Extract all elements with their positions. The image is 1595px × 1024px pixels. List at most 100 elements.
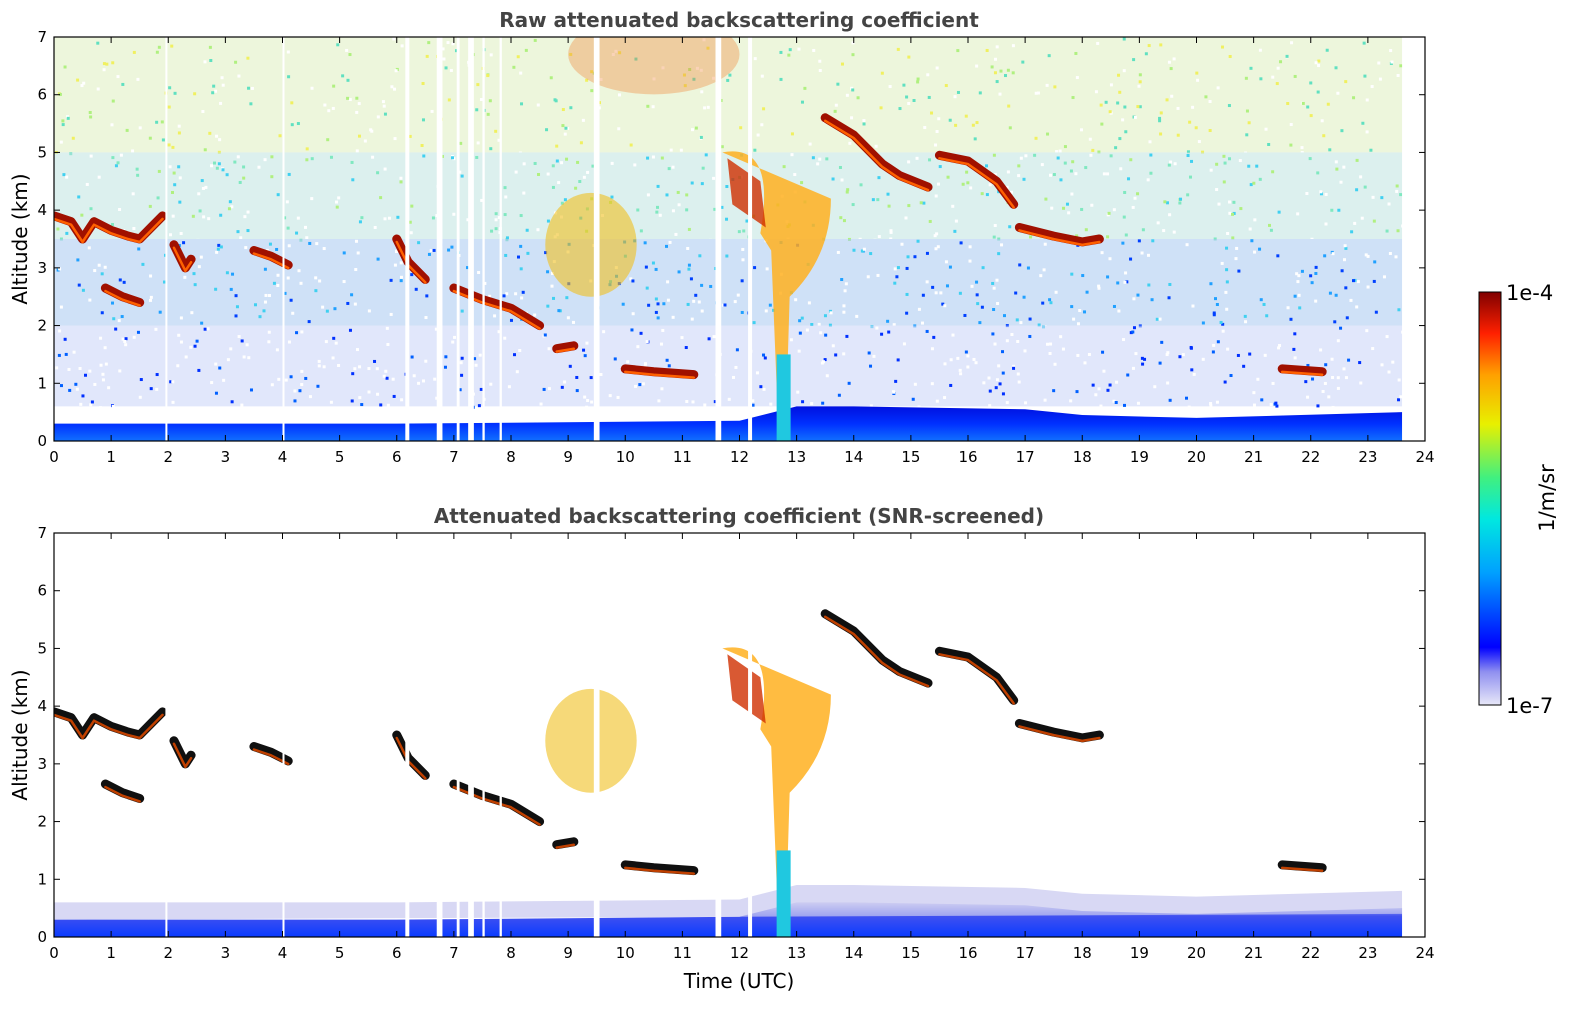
noise-speck [515,370,519,374]
missing-data-gap [482,533,485,937]
noise-speck [549,76,553,80]
noise-speck [1075,76,1079,80]
noise-speck [948,118,952,122]
noise-speck [741,247,745,251]
noise-speck [217,162,221,166]
noise-speck [1072,317,1076,321]
y-tick-label: 5 [37,639,47,657]
noise-speck [1347,358,1351,362]
noise-speck [317,359,321,363]
noise-speck [546,304,550,308]
noise-speck [394,250,398,254]
noise-speck [1156,221,1160,225]
noise-speck [355,110,359,114]
noise-speck [737,230,741,234]
noise-speck [934,194,938,198]
x-tick-label: 8 [506,944,516,962]
noise-speck [58,92,62,96]
noise-speck [683,84,687,88]
noise-speck [1248,352,1252,356]
noise-speck [666,280,670,284]
noise-speck [1258,247,1262,251]
noise-speck [993,342,997,346]
noise-speck [1094,393,1098,397]
noise-speck [665,244,669,248]
noise-speck [697,300,701,304]
noise-speck [393,137,397,141]
noise-speck [222,378,226,382]
noise-speck [907,101,911,105]
noise-speck [550,284,554,288]
noise-speck [1349,298,1353,302]
noise-speck [228,200,232,204]
noise-speck [513,353,517,357]
noise-speck [447,98,451,102]
noise-speck [995,378,999,382]
noise-speck [1116,101,1120,105]
noise-speck [116,161,120,165]
noise-speck [206,327,210,331]
noise-speck [1024,154,1028,158]
noise-speck [639,229,643,233]
noise-speck [643,241,647,245]
cloud-layer [54,211,168,244]
noise-speck [1189,175,1193,179]
noise-speck [1308,157,1312,161]
noise-speck [101,378,105,382]
noise-speck [376,257,380,261]
noise-speck [1083,310,1087,314]
noise-speck [370,129,374,133]
noise-speck [1231,212,1235,216]
noise-speck [76,78,80,82]
noise-speck [700,283,704,287]
noise-speck [1324,222,1328,226]
noise-speck [1371,347,1375,351]
noise-speck [1252,181,1256,185]
noise-speck [167,105,171,109]
x-tick-label: 23 [1358,448,1377,466]
noise-speck [919,201,923,205]
noise-speck [1374,310,1378,314]
noise-speck [547,347,551,351]
noise-speck [1364,253,1368,257]
noise-speck [322,365,326,369]
noise-speck [1136,293,1140,297]
noise-speck [1005,339,1009,343]
noise-speck [1215,400,1219,404]
noise-speck [149,387,153,391]
noise-speck [533,161,537,165]
noise-speck [969,186,973,190]
y-tick-label: 4 [37,697,47,715]
noise-speck [217,150,221,154]
noise-speck [422,379,426,383]
noise-speck [895,275,899,279]
noise-speck [692,299,696,303]
noise-speck [1242,364,1246,368]
noise-speck [1359,381,1363,385]
noise-speck [930,347,934,351]
noise-speck [78,367,82,371]
noise-speck [994,386,998,390]
noise-speck [460,174,464,178]
noise-speck [1167,60,1171,64]
noise-speck [945,284,949,288]
noise-speck [1334,293,1338,297]
noise-speck [1309,114,1313,118]
noise-speck [298,389,302,393]
cloud-layer [552,341,579,354]
noise-speck [149,295,153,299]
noise-speck [996,302,1000,306]
missing-data-gap [405,37,410,441]
noise-speck [63,65,67,69]
noise-speck [384,369,388,373]
x-tick-label: 18 [1073,448,1092,466]
noise-speck [1366,285,1370,289]
noise-speck [723,303,727,307]
missing-data-gap [165,533,168,937]
noise-speck [651,155,655,159]
x-tick-label: 16 [958,448,977,466]
noise-speck [834,353,838,357]
noise-speck [1052,389,1056,393]
noise-speck [1100,122,1104,126]
noise-speck [198,209,202,213]
